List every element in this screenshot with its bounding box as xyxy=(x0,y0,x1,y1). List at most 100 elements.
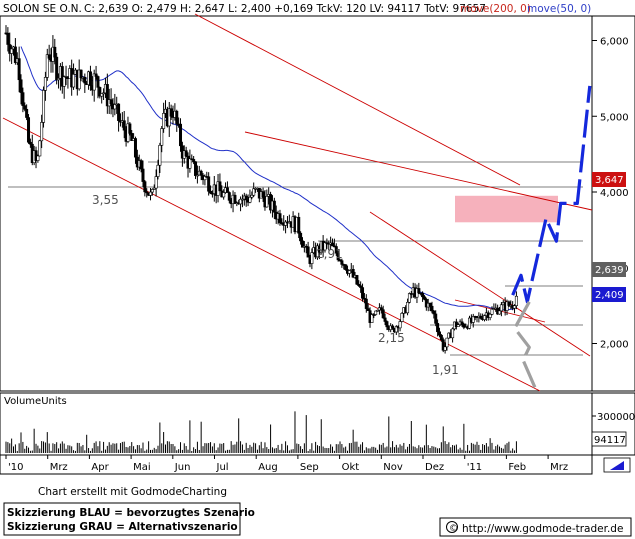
candle-body xyxy=(207,176,211,192)
price-tag-2409-text: 2,409 xyxy=(595,290,624,301)
candle-body xyxy=(331,242,335,247)
candle-body xyxy=(175,110,179,125)
volume-title: VolumeUnits xyxy=(4,396,67,407)
candle-body xyxy=(158,144,162,166)
candle-body xyxy=(406,301,410,314)
time-tick-label: '10 xyxy=(8,462,23,473)
time-axis: '10 Mrz Apr Mai Jun Jul Aug Sep Okt Nov Dez '11 Feb M… xyxy=(5,455,568,473)
volume-tag-text: 94117 xyxy=(594,435,626,446)
ma50-line xyxy=(20,46,517,311)
candle-body xyxy=(28,141,32,145)
candle-body xyxy=(36,155,40,161)
source-url-link[interactable]: http://www.godmode-trader.de xyxy=(462,523,623,535)
candle-body xyxy=(27,117,31,143)
candle-body xyxy=(218,181,222,192)
candle-body xyxy=(338,259,342,262)
time-tick-label: Apr xyxy=(91,462,109,473)
price-tag-2409: 2,409 xyxy=(592,287,626,302)
candle-body xyxy=(117,103,121,121)
scenario-legend-blue: Skizzierung BLAU = bevorzugtes Szenario xyxy=(7,507,255,519)
candle-body xyxy=(265,196,269,208)
candle-body xyxy=(141,168,145,182)
candle-body xyxy=(179,123,183,147)
candle-body xyxy=(355,275,359,285)
volume-axis-label: 300000 xyxy=(597,412,635,423)
price-tag-2639-text: 2,639 xyxy=(595,265,624,276)
candle-body xyxy=(417,288,421,294)
candle-body xyxy=(340,260,344,265)
candle-body xyxy=(199,170,203,176)
candle-body xyxy=(381,309,385,319)
candle-body xyxy=(133,138,137,158)
candle-body xyxy=(499,304,503,312)
level-label-355: 3,55 xyxy=(92,193,119,207)
candle-body xyxy=(432,310,436,315)
url-box xyxy=(439,517,632,537)
candle-body xyxy=(45,54,49,78)
candle-body xyxy=(513,305,517,309)
candle-body xyxy=(145,191,149,194)
blue-scenario-path xyxy=(511,85,592,304)
candle-body xyxy=(60,66,64,87)
scroll-arrow-icon[interactable] xyxy=(610,461,624,470)
candle-body xyxy=(248,196,252,203)
candle-body xyxy=(323,242,327,251)
candle-body xyxy=(92,73,96,91)
level-label-215: 2,15 xyxy=(378,331,405,345)
trend-upper xyxy=(244,131,593,211)
candle-body xyxy=(162,113,166,129)
candle-body xyxy=(490,308,494,315)
candle-body xyxy=(109,99,113,105)
time-tick-label: Jun xyxy=(174,462,191,473)
source-url[interactable]: http://www.godmode-trader.de xyxy=(462,523,623,535)
candle-body xyxy=(443,346,447,351)
candle-body xyxy=(150,189,154,193)
candle-body xyxy=(383,317,387,322)
candle-body xyxy=(460,321,464,325)
candle-body xyxy=(261,191,265,198)
candle-body xyxy=(53,46,57,58)
time-tick-label: '11 xyxy=(467,462,482,473)
scroll-arrow-button[interactable] xyxy=(603,457,631,473)
candle-body xyxy=(407,293,411,303)
candle-body xyxy=(184,150,188,157)
footer-credit: Chart erstellt mit GodmodeCharting xyxy=(38,486,227,498)
candle-body xyxy=(154,176,158,189)
candle-body xyxy=(19,79,23,93)
candle-body xyxy=(17,58,21,81)
candle-body xyxy=(113,104,117,110)
candle-body xyxy=(347,270,351,274)
candle-body xyxy=(239,198,243,205)
price-tag-2409-bg xyxy=(592,287,626,302)
candle-body xyxy=(462,323,466,328)
scenario-line xyxy=(513,301,538,390)
candle-body xyxy=(38,140,42,157)
candle-body xyxy=(98,87,102,97)
candle-body xyxy=(385,321,389,328)
candle-body xyxy=(83,76,87,84)
candle-body xyxy=(23,105,27,110)
candle-body xyxy=(167,108,171,127)
scenario-legend-grey: Skizzierung GRAU = Alternativszenario xyxy=(7,521,238,533)
candle-body xyxy=(398,321,402,329)
price-candles xyxy=(4,25,518,354)
candle-body xyxy=(421,293,425,298)
candle-body xyxy=(55,56,59,81)
candle-body xyxy=(152,187,156,190)
candle-body xyxy=(362,297,366,300)
candle-body xyxy=(394,326,398,333)
candle-body xyxy=(57,78,61,81)
candle-body xyxy=(434,313,438,324)
candle-body xyxy=(79,69,83,79)
candle-body xyxy=(479,315,483,319)
candle-body xyxy=(156,164,160,177)
candle-body xyxy=(88,71,92,86)
trend-lines xyxy=(2,13,593,392)
candle-body xyxy=(122,120,126,131)
candle-body xyxy=(6,32,10,45)
candle-body xyxy=(34,150,38,161)
time-tick-label: Mai xyxy=(133,462,151,473)
candle-body xyxy=(252,188,256,196)
header-ma200: move(200, 0) xyxy=(460,3,531,15)
candle-body xyxy=(195,174,199,177)
